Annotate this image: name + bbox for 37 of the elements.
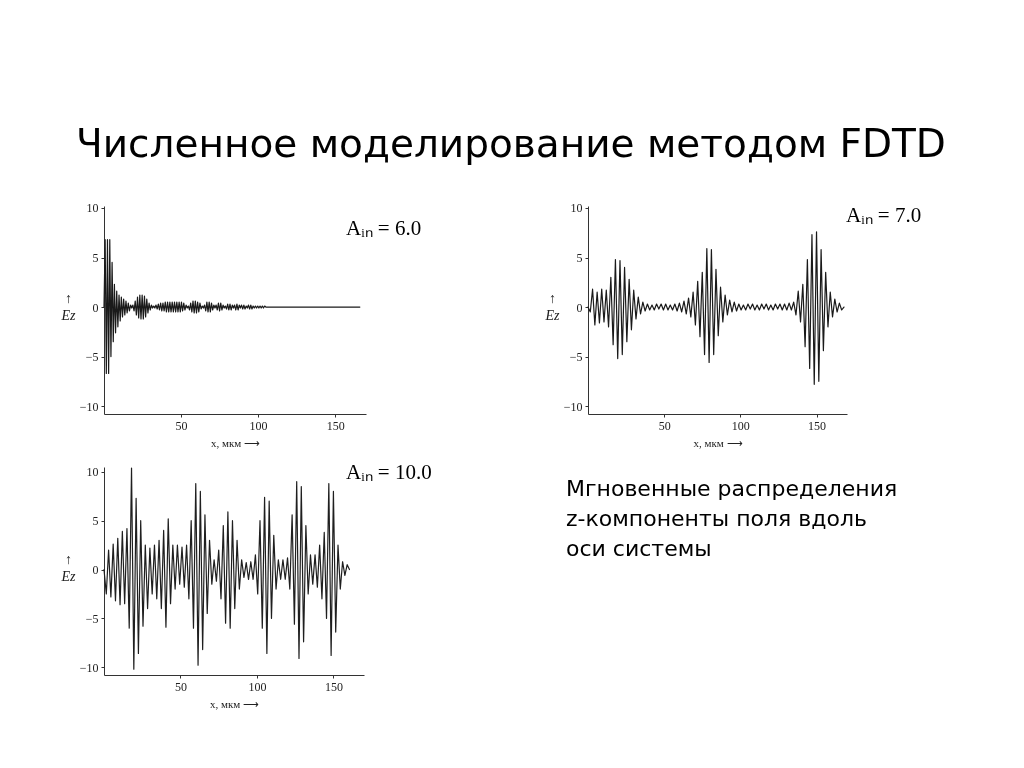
y-tick-label: 10 [570,201,583,216]
y-tick-label: −10 [79,399,99,414]
y-tick-label: −10 [563,399,583,414]
y-tick-label: 10 [86,201,99,216]
x-tick-label: 100 [248,679,267,694]
annotation: Aᵢₙ = 6.0 [346,216,422,240]
y-tick-label: −5 [85,350,99,365]
x-tick-label: 100 [249,418,268,433]
y-tick-label: 10 [86,465,99,480]
text: Численное моделирование методом FDTD [76,121,946,166]
x-tick-label: 150 [326,418,345,433]
x-axis-title: x, мкм ⟶ [693,436,743,449]
y-tick-label: 5 [576,251,583,265]
x-tick-label: 150 [808,418,827,433]
y-axis-title: ↑ Ez [60,290,77,323]
y-tick-label: −10 [79,660,99,675]
annotation: Aᵢₙ = 10.0 [346,460,432,484]
annotation: Aᵢₙ = 7.0 [846,203,922,227]
x-axis-title: x, мкм ⟶ [210,436,261,449]
text: Мгновенные распределения z-компоненты поля вдоль оси системы [566,476,898,561]
y-axis-title: ↑ Ez [544,290,561,323]
y-tick-label: 5 [92,514,99,529]
line-series [587,231,845,385]
x-tick-label: 50 [174,679,187,694]
y-axis-title: ↑ Ez [60,551,77,584]
y-tick-label: −5 [569,350,583,365]
line-series [103,239,361,374]
y-tick-label: 5 [92,251,99,265]
x-tick-label: 50 [658,418,671,433]
x-tick-label: 100 [731,418,750,433]
y-tick-label: −5 [85,611,99,626]
y-tick-label: 0 [92,300,99,315]
x-tick-label: 150 [324,679,343,694]
y-tick-label: 0 [92,563,99,578]
x-tick-label: 50 [175,418,188,433]
y-tick-label: 0 [576,300,583,315]
x-axis-title: x, мкм ⟶ [209,697,260,710]
